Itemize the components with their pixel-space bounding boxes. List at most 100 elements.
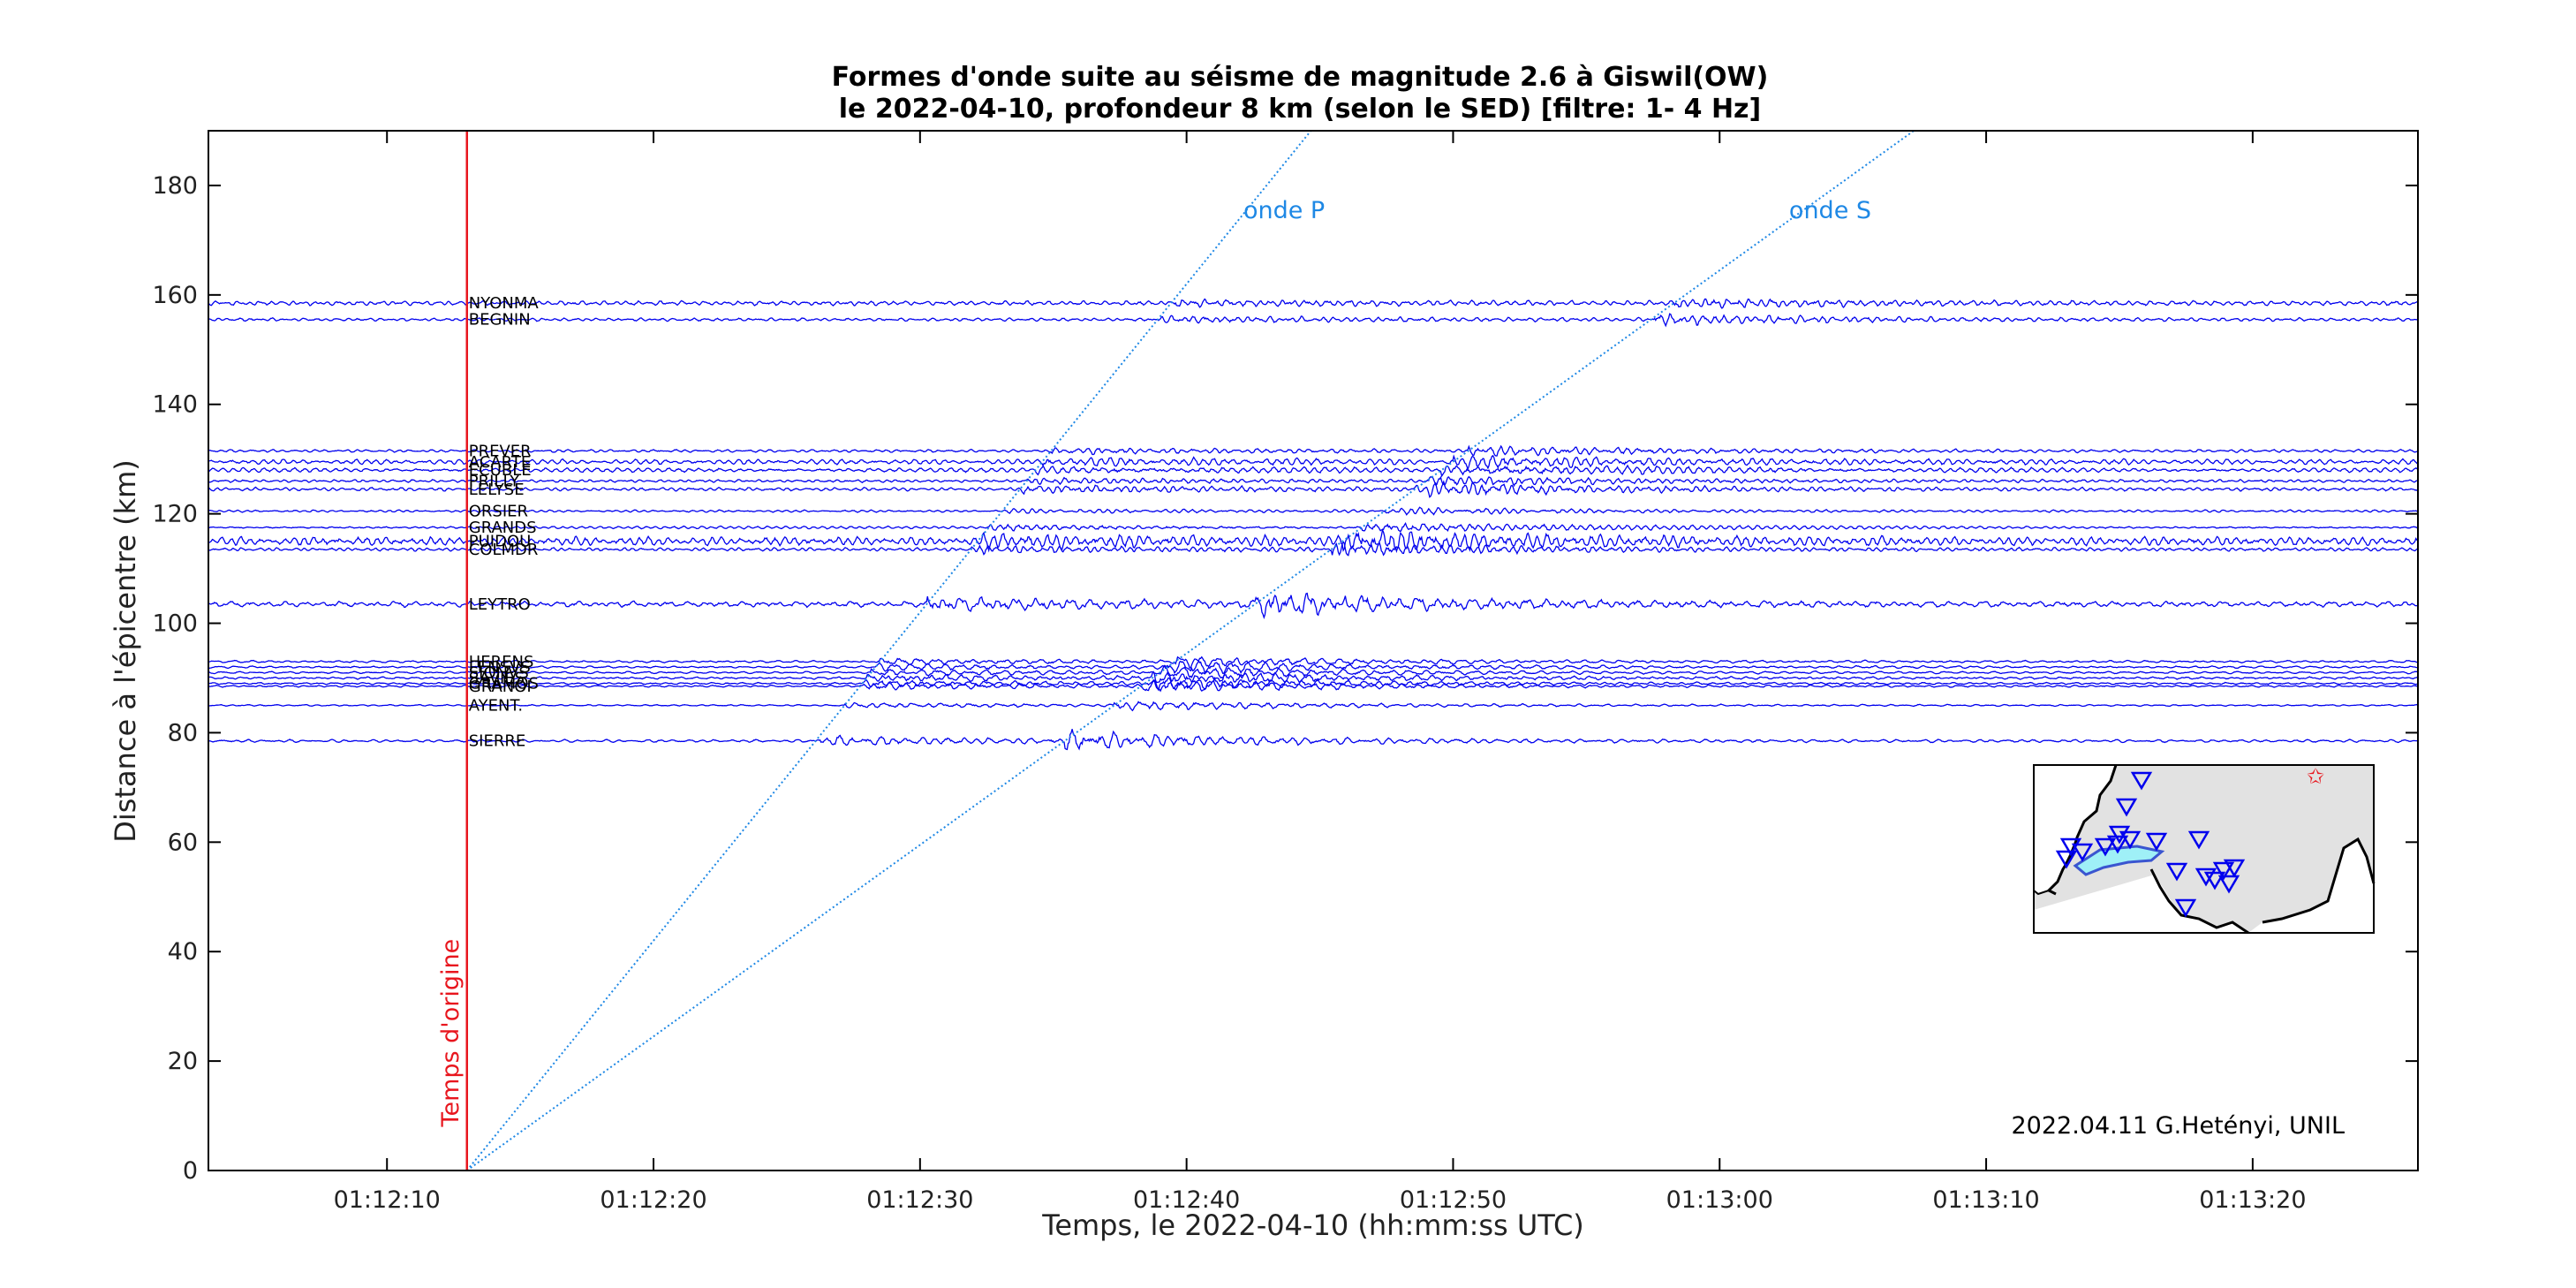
- y-tick-label: 60: [168, 829, 198, 856]
- waveform-trace: [208, 729, 2419, 751]
- inset-location-map: ✩: [2033, 764, 2376, 935]
- station-label: AYENT.: [469, 696, 523, 715]
- station-triangle-icon: [2223, 859, 2246, 878]
- waveform-trace: [208, 444, 2419, 457]
- plot-background: [208, 131, 2418, 1171]
- x-tick-label: 01:12:40: [1133, 1186, 1240, 1214]
- waveform-trace: [208, 464, 2419, 478]
- station-label: HERENS: [469, 653, 534, 671]
- tick-labels: 01:12:10 01:12:20 01:12:30 01:12:40 01:12:50…: [152, 172, 2306, 1214]
- waveform-trace: [208, 475, 2419, 488]
- waveform-trace: [208, 454, 2419, 472]
- station-triangle-icon: [2130, 771, 2153, 791]
- x-tick-label: 01:12:20: [600, 1186, 706, 1214]
- axis-ticks: [208, 131, 2418, 1171]
- station-label: LEYTRO: [469, 595, 531, 614]
- y-tick-label: 20: [168, 1048, 198, 1075]
- waveform-trace: [208, 655, 2419, 669]
- station-triangle-icon: [2203, 871, 2226, 890]
- phase-label: onde P: [1243, 197, 1325, 224]
- station-label: NYONMA: [469, 294, 540, 313]
- origin-time-group: Temps d'origine: [437, 131, 469, 1171]
- station-triangle-icon: [2108, 825, 2131, 845]
- epicenter-star-icon: ✩: [2307, 764, 2324, 789]
- station-label: SIONVS: [469, 663, 529, 682]
- x-tick-label: 01:12:30: [866, 1186, 973, 1214]
- station-triangle-icon: [2094, 837, 2117, 857]
- station-triangle-icon: [2115, 798, 2138, 817]
- chart-title-line-2: le 2022-04-10, profondeur 8 km (selon le…: [839, 94, 1761, 125]
- waveform-trace: [208, 701, 2419, 712]
- map-station-markers: [2055, 771, 2246, 918]
- station-triangle-icon: [2145, 832, 2168, 852]
- station-label: PUIDOU: [469, 533, 532, 551]
- station-triangle-icon: [2059, 837, 2082, 857]
- station-triangle-icon: [2106, 835, 2129, 854]
- station-label: ORSIER: [469, 503, 528, 521]
- map-border-line: [2046, 764, 2118, 896]
- phase-label: onde S: [1789, 197, 1871, 224]
- waveform-trace: [208, 678, 2419, 693]
- map-border-south: [2149, 837, 2376, 935]
- station-triangle-icon: [2055, 850, 2078, 869]
- station-label: ACARTE: [469, 453, 531, 472]
- origin-time-label: Temps d'origine: [437, 939, 465, 1128]
- map-frame: [2033, 764, 2375, 934]
- y-tick-label: 140: [152, 391, 198, 419]
- y-tick-label: 100: [152, 610, 198, 638]
- station-label: SAVIES: [469, 669, 525, 687]
- credit-text: 2022.04.11 G.Hetényi, UNIL: [2011, 1112, 2345, 1140]
- y-axis-label: Distance à l'épicentre (km): [109, 459, 142, 843]
- waveform-trace: [208, 521, 2419, 533]
- waveform-trace: [208, 527, 2419, 554]
- x-tick-label: 01:13:00: [1666, 1186, 1773, 1214]
- station-label: PREVER: [469, 442, 532, 460]
- waveform-trace: [208, 313, 2419, 328]
- waveform-trace: [208, 298, 2419, 309]
- station-triangle-icon: [2165, 862, 2188, 882]
- station-triangle-icon: [2187, 830, 2210, 850]
- chart-title-line-1: Formes d'onde suite au séisme de magnitu…: [832, 62, 1769, 93]
- station-label: LENSVS: [469, 658, 531, 677]
- waveforms: [208, 298, 2419, 751]
- station-triangle-icon: [2212, 861, 2235, 881]
- phase-lines: onde P onde S: [465, 130, 1915, 1171]
- station-triangle-icon: [2071, 843, 2094, 862]
- waveform-trace: [208, 592, 2419, 620]
- station-label: LELYSE: [469, 481, 525, 499]
- waveform-trace: [208, 506, 2419, 516]
- y-tick-label: 0: [183, 1157, 198, 1185]
- station-label: ECUBLE: [469, 461, 532, 480]
- waveform-trace: [208, 541, 2419, 557]
- waveform-trace: [208, 671, 2419, 684]
- waveform-trace: [208, 659, 2419, 675]
- plot-frame: [208, 130, 2419, 1171]
- x-tick-label: 01:13:20: [2199, 1186, 2306, 1214]
- y-tick-label: 80: [168, 719, 198, 746]
- y-tick-label: 160: [152, 282, 198, 309]
- station-label: SIERRE: [469, 732, 526, 751]
- station-label: GRAMOS: [469, 675, 539, 693]
- station-label: COLMDR: [469, 541, 539, 559]
- x-axis-label: Temps, le 2022-04-10 (hh:mm:ss UTC): [1041, 1208, 1584, 1242]
- y-tick-label: 180: [152, 172, 198, 200]
- map-lake: [2073, 845, 2165, 876]
- waveform-trace: [208, 664, 2419, 679]
- plot-area: onde P onde S Temps d'origine NYONMABEGNI…: [208, 130, 2419, 1171]
- phase-line: [466, 130, 1915, 1171]
- station-triangle-icon: [2174, 898, 2197, 918]
- station-triangle-icon: [2195, 868, 2217, 887]
- station-label: GRANDS: [469, 519, 537, 537]
- y-tick-label: 120: [152, 501, 198, 528]
- x-tick-label: 01:12:10: [334, 1186, 441, 1214]
- station-label: GRANOI: [469, 678, 532, 696]
- station-label: BEGNIN: [469, 311, 531, 330]
- x-tick-label: 01:12:50: [1400, 1186, 1507, 1214]
- y-tick-label: 40: [168, 938, 198, 966]
- map-south-area: [2034, 839, 2374, 933]
- station-label: PRILLY: [469, 472, 520, 490]
- station-triangle-icon: [2217, 875, 2240, 894]
- x-tick-label: 01:13:10: [1932, 1186, 2039, 1214]
